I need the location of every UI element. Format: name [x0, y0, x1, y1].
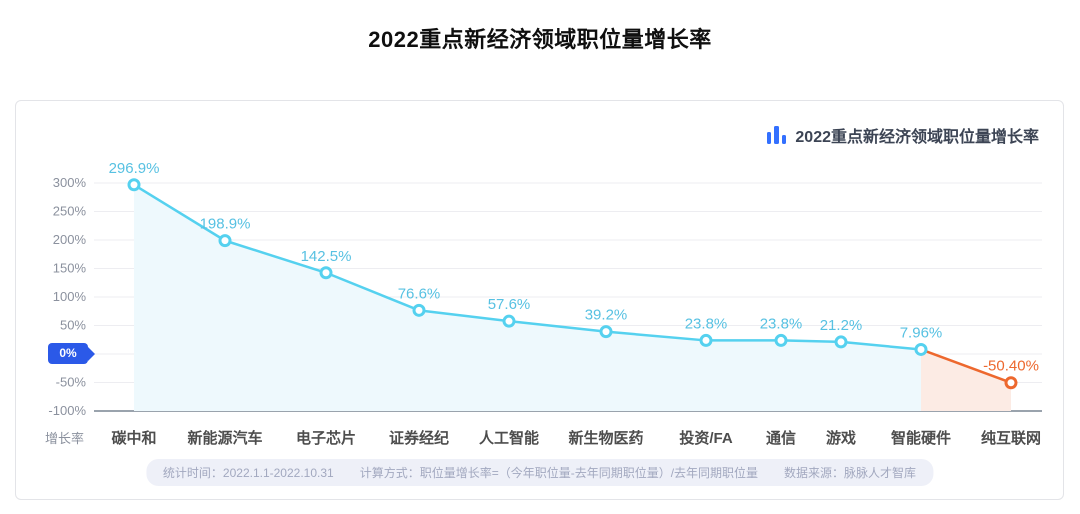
svg-text:296.9%: 296.9% [109, 160, 160, 177]
chart-legend: 2022重点新经济领域职位量增长率 [766, 123, 1039, 147]
data-point [502, 314, 516, 328]
svg-text:游戏: 游戏 [826, 429, 856, 447]
negative-area-fill [921, 349, 1011, 411]
svg-text:-100%: -100% [48, 403, 86, 418]
svg-text:300%: 300% [53, 175, 87, 190]
svg-text:碳中和: 碳中和 [111, 429, 156, 447]
zero-axis-tag: 0% [48, 343, 88, 364]
svg-text:150%: 150% [53, 261, 87, 276]
page-title: 2022重点新经济领域职位量增长率 [368, 27, 712, 52]
trend-line [133, 183, 922, 351]
chart-card: 2022重点新经济领域职位量增长率 300% 250% 200% 150% 100% 50… [15, 100, 1064, 500]
svg-text:证券经纪: 证券经纪 [389, 429, 449, 447]
data-point [834, 335, 848, 349]
svg-text:纯互联网: 纯互联网 [981, 429, 1041, 447]
chart-legend-label: 2022重点新经济领域职位量增长率 [795, 129, 1039, 146]
svg-text:21.2%: 21.2% [820, 317, 863, 334]
svg-text:投资/FA: 投资/FA [679, 429, 733, 447]
footnote-stat-time: 统计时间：2022.1.1-2022.10.31 [162, 466, 334, 480]
svg-text:50%: 50% [60, 318, 86, 333]
svg-text:100%: 100% [53, 289, 87, 304]
data-point [774, 333, 788, 347]
svg-text:142.5%: 142.5% [301, 248, 352, 265]
data-point [599, 325, 613, 339]
svg-text:电子芯片: 电子芯片 [296, 429, 356, 447]
svg-text:7.96%: 7.96% [900, 324, 943, 341]
data-point [914, 342, 928, 356]
data-labels: 296.9% 198.9% 142.5% 76.6% 57.6% 39.2% 23.8% 23… [109, 160, 1039, 375]
data-point [1004, 376, 1018, 390]
zero-axis-tag-label: 0% [59, 346, 77, 360]
svg-text:57.6%: 57.6% [488, 296, 531, 313]
data-point [699, 333, 713, 347]
svg-text:-50%: -50% [56, 375, 87, 390]
footnote-data-source: 数据来源：脉脉人才智库 [784, 466, 917, 480]
data-points[interactable] [127, 178, 1018, 390]
negative-trend-line [920, 348, 1012, 384]
positive-area-fill [134, 184, 921, 411]
svg-text:新生物医药: 新生物医药 [568, 429, 643, 447]
data-point [412, 303, 426, 317]
svg-text:250%: 250% [53, 204, 87, 219]
svg-text:人工智能: 人工智能 [479, 429, 539, 447]
svg-text:-50.40%: -50.40% [983, 358, 1039, 375]
x-axis-labels: 碳中和 新能源汽车 电子芯片 证券经纪 人工智能 新生物医药 投资/FA 通信 游戏 智能硬件 纯互… [111, 429, 1041, 447]
svg-text:39.2%: 39.2% [585, 307, 628, 324]
svg-text:198.9%: 198.9% [200, 216, 251, 233]
bar-chart-icon [766, 126, 787, 144]
y-axis-title: 增长率 [45, 431, 84, 446]
svg-text:200%: 200% [53, 232, 87, 247]
line-chart: 300% 250% 200% 150% 100% 50% -50% -100% 增长率 296.9… [45, 160, 1042, 447]
data-point [218, 234, 232, 248]
data-point [127, 178, 141, 192]
svg-text:23.8%: 23.8% [685, 315, 728, 332]
footnote-calc-method: 计算方式：职位量增长率=（今年职位量-去年同期职位量）/去年同期职位量 [359, 466, 759, 480]
y-axis-tick-labels: 300% 250% 200% 150% 100% 50% -50% -100% 增长率 [45, 175, 86, 446]
svg-text:通信: 通信 [766, 429, 796, 447]
svg-text:新能源汽车: 新能源汽车 [187, 429, 262, 447]
svg-text:智能硬件: 智能硬件 [891, 429, 951, 447]
chart-footnote: 统计时间：2022.1.1-2022.10.31 计算方式：职位量增长率=（今年… [145, 459, 934, 486]
svg-text:23.8%: 23.8% [760, 315, 803, 332]
svg-text:76.6%: 76.6% [398, 285, 441, 302]
data-point [319, 266, 333, 280]
